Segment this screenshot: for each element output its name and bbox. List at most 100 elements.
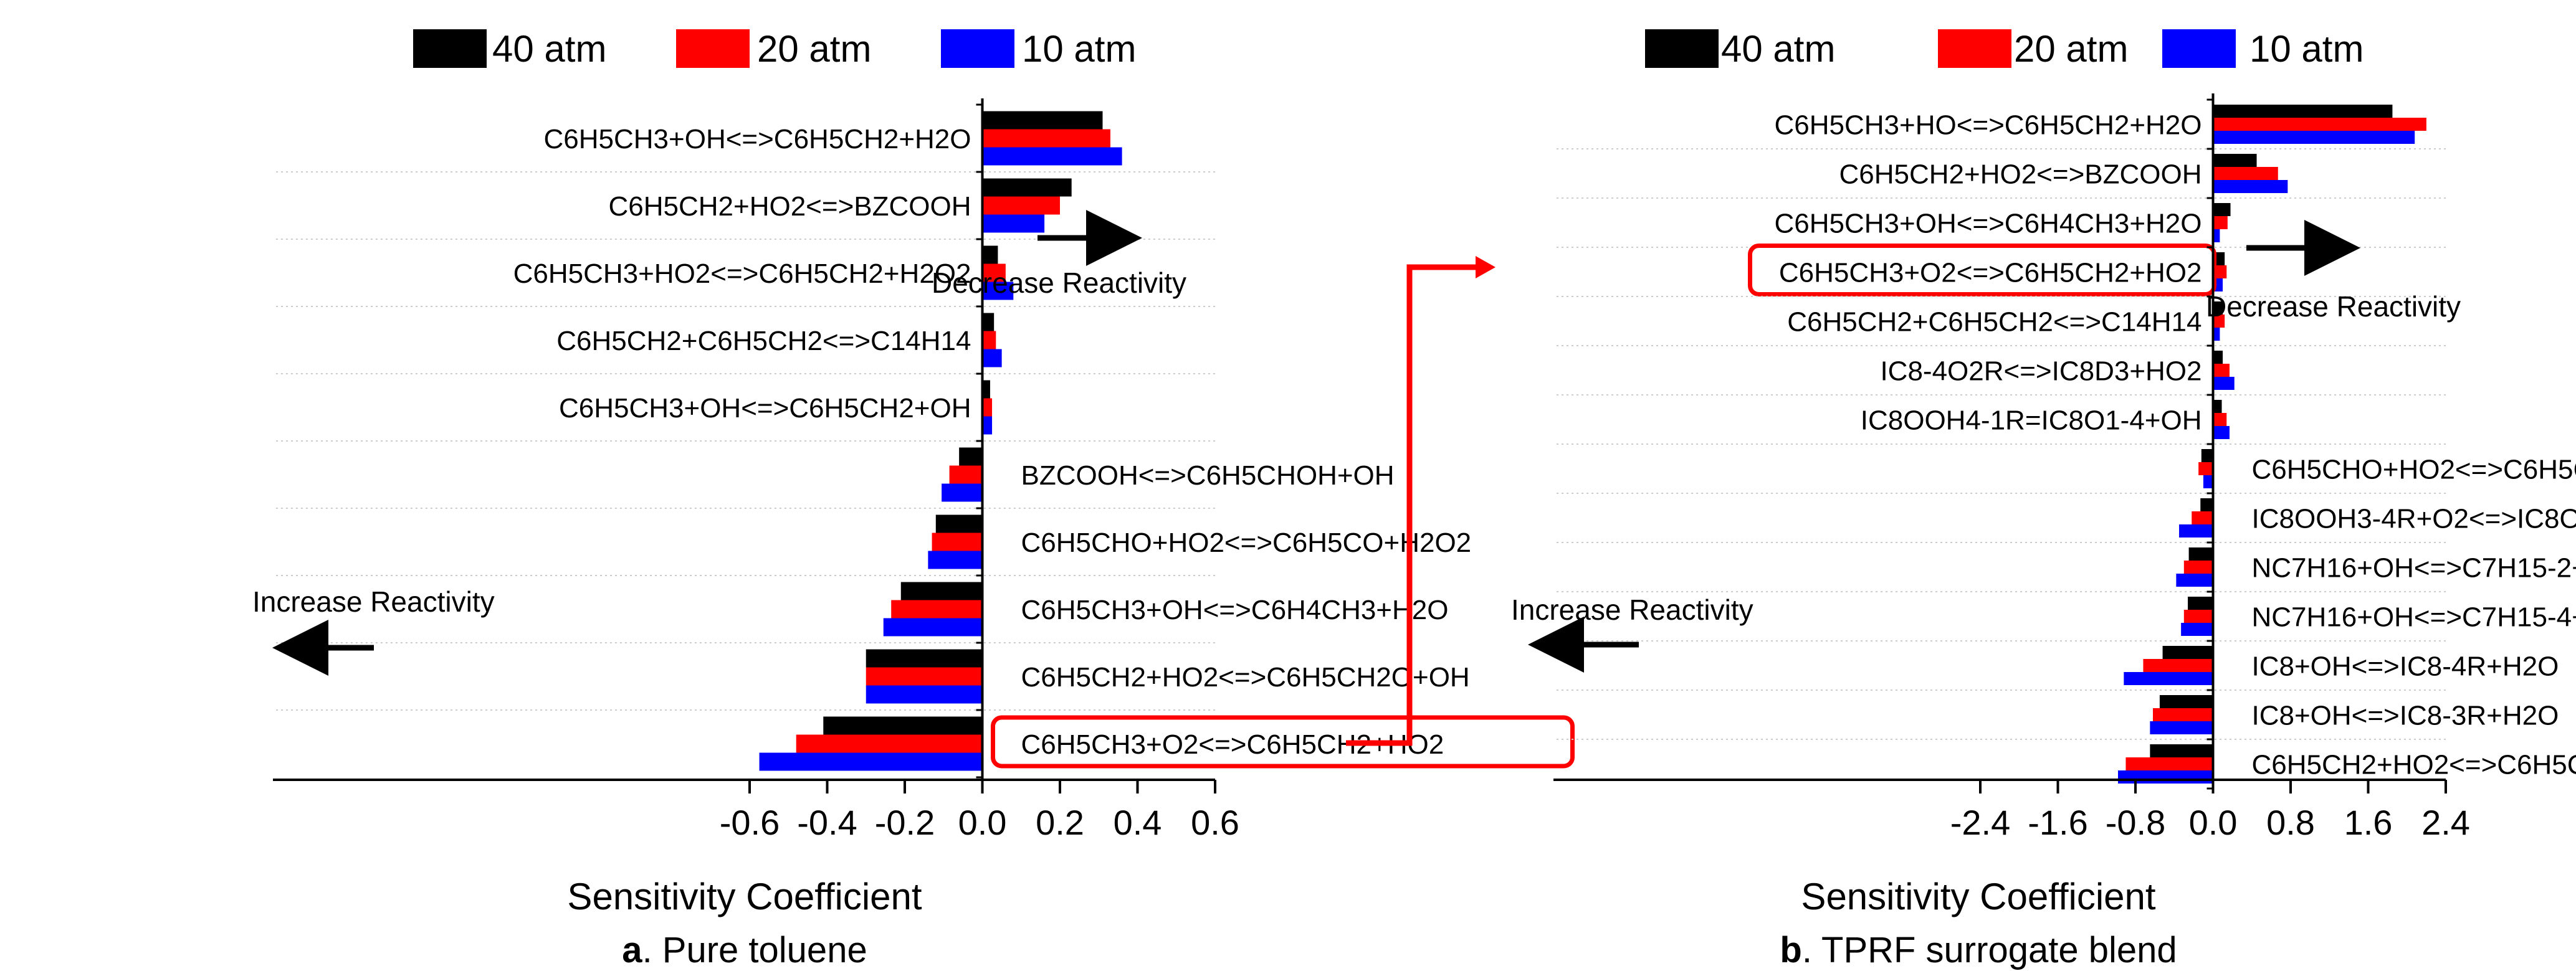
panel-caption-letter: b (1780, 930, 1801, 970)
legend-swatch-2 (676, 29, 750, 68)
category-label-5: C6H5CH2+C6H5CH2<=>C14H14 (1787, 307, 2202, 338)
category-label-5: C6H5CH3+OH<=>C6H5CH2+OH (559, 393, 971, 424)
category-label-3: C6H5CH3+HO2<=>C6H5CH2+H2O2 (513, 258, 971, 289)
x-axis-title: Sensitivity Coefficient (1801, 876, 2155, 917)
legend-label-2: 20 atm (2014, 28, 2128, 70)
category-label-4: C6H5CH3+O2<=>C6H5CH2+HO2 (1779, 258, 2202, 288)
bar-20-atm-row-14 (2125, 757, 2213, 770)
bar-10-atm-row-12 (2124, 672, 2213, 685)
x-tick-label-2: -0.4 (797, 803, 857, 842)
bar-20-atm-row-1 (2213, 118, 2426, 131)
bar-10-atm-row-10 (2176, 574, 2213, 587)
bar-40-atm-row-13 (2159, 695, 2213, 708)
bar-10-atm-row-1 (2213, 131, 2415, 144)
category-label-10: NC7H16+OH<=>C7H15-2+H2O (2252, 553, 2576, 584)
bar-40-atm-row-1 (982, 111, 1103, 130)
bar-40-atm-row-10 (823, 716, 983, 735)
panel-caption-text: . TPRF surrogate blend (1802, 930, 2177, 970)
bar-20-atm-row-5 (2213, 315, 2225, 328)
x-tick-label-3: -0.2 (875, 803, 935, 842)
bar-40-atm-row-7 (2213, 400, 2222, 413)
bar-40-atm-row-2 (982, 178, 1072, 197)
bar-20-atm-row-10 (796, 734, 983, 753)
x-tick-label-4: 0.0 (2189, 803, 2238, 842)
bar-20-atm-row-1 (982, 129, 1110, 148)
bar-40-atm-row-12 (2162, 646, 2213, 659)
x-tick-label-5: 0.2 (1036, 803, 1084, 842)
bar-10-atm-row-14 (2117, 770, 2213, 784)
category-label-7: IC8OOH4-1R=IC8O1-4+OH (1861, 405, 2202, 436)
bar-10-atm-row-11 (2181, 623, 2213, 636)
bar-20-atm-row-6 (949, 465, 983, 484)
bar-20-atm-row-8 (2198, 462, 2213, 475)
x-tick-label-6: 1.6 (2344, 803, 2393, 842)
panel-caption-letter: a (622, 930, 642, 970)
legend-swatch-1 (1645, 29, 1719, 68)
highlight-connector (1346, 256, 1496, 746)
bar-40-atm-row-2 (2213, 154, 2257, 167)
category-label-6: BZCOOH<=>C6H5CHOH+OH (1021, 460, 1395, 491)
legend-label-2: 20 atm (757, 28, 871, 70)
bar-20-atm-row-6 (2213, 364, 2230, 377)
bar-20-atm-row-12 (2143, 659, 2213, 672)
increase-reactivity-label: Increase Reactivity (1511, 594, 1753, 626)
category-label-2: C6H5CH2+HO2<=>BZCOOH (1839, 159, 2202, 190)
bar-10-atm-row-4 (982, 349, 1002, 367)
bar-10-atm-row-5 (2213, 328, 2220, 341)
bar-10-atm-row-6 (942, 483, 983, 502)
x-tick-label-1: -0.6 (720, 803, 780, 842)
bar-10-atm-row-7 (2213, 426, 2230, 439)
x-tick-label-1: -2.4 (1950, 803, 2011, 842)
panel-caption: b. TPRF surrogate blend (1780, 930, 2177, 970)
decrease-reactivity-label: Decrease Reactivity (2206, 290, 2461, 323)
x-tick-label-3: -0.8 (2106, 803, 2166, 842)
bar-40-atm-row-11 (2188, 597, 2213, 610)
bar-10-atm-row-1 (982, 147, 1122, 166)
x-tick-label-6: 0.4 (1114, 803, 1162, 842)
bar-20-atm-row-9 (2192, 511, 2213, 524)
bar-20-atm-row-3 (982, 263, 1006, 282)
bar-40-atm-row-5 (982, 380, 990, 399)
category-label-13: IC8+OH<=>IC8-3R+H2O (2252, 701, 2559, 731)
legend-swatch-3 (2162, 29, 2236, 68)
bar-40-atm-row-5 (2213, 301, 2223, 315)
bar-20-atm-row-13 (2153, 708, 2213, 721)
increase-reactivity-label: Increase Reactivity (252, 585, 495, 618)
bar-10-atm-row-3 (2213, 229, 2220, 242)
category-label-14: C6H5CH2+HO2<=>C6H5CH2O+OH (2252, 750, 2576, 780)
bar-10-atm-row-13 (2150, 721, 2213, 734)
legend-label-1: 40 atm (492, 28, 606, 70)
bar-10-atm-row-8 (883, 618, 983, 637)
bar-20-atm-row-10 (2183, 561, 2213, 574)
bar-20-atm-row-2 (982, 196, 1060, 215)
legend-label-1: 40 atm (1721, 28, 1835, 70)
x-axis-title: Sensitivity Coefficient (567, 876, 922, 917)
bar-20-atm-row-7 (2213, 413, 2227, 426)
chart-panel-b: 40 atm 20 atm 10 atm C6H5CH3+HO<=>C6H5CH2+H… (1511, 28, 2576, 970)
category-label-2: C6H5CH2+HO2<=>BZCOOH (609, 191, 971, 222)
bar-40-atm-row-6 (959, 447, 983, 466)
bar-10-atm-row-2 (982, 214, 1045, 233)
category-label-12: IC8+OH<=>IC8-4R+H2O (2252, 651, 2559, 682)
bar-40-atm-row-4 (982, 313, 995, 331)
bar-20-atm-row-11 (2183, 610, 2213, 623)
x-tick-label-7: 0.6 (1191, 803, 1239, 842)
bar-20-atm-row-4 (982, 331, 996, 349)
bar-40-atm-row-9 (866, 649, 983, 668)
bar-20-atm-row-9 (866, 667, 983, 686)
category-label-11: NC7H16+OH<=>C7H15-4+H2O (2252, 602, 2576, 633)
bar-10-atm-row-9 (866, 685, 983, 704)
legend-swatch-1 (413, 29, 487, 68)
bar-10-atm-row-9 (2179, 524, 2213, 538)
bar-10-atm-row-7 (928, 551, 983, 569)
bar-20-atm-row-5 (982, 398, 993, 417)
bar-20-atm-row-2 (2213, 167, 2278, 180)
bar-10-atm-row-2 (2213, 180, 2288, 193)
legend-label-3: 10 atm (2249, 28, 2364, 70)
panel-caption: a. Pure toluene (622, 930, 867, 970)
category-label-1: C6H5CH3+HO<=>C6H5CH2+H2O (1775, 110, 2202, 141)
legend-swatch-2 (1938, 29, 2011, 68)
category-label-1: C6H5CH3+OH<=>C6H5CH2+H2O (544, 124, 971, 154)
category-label-3: C6H5CH3+OH<=>C6H4CH3+H2O (1775, 209, 2202, 239)
